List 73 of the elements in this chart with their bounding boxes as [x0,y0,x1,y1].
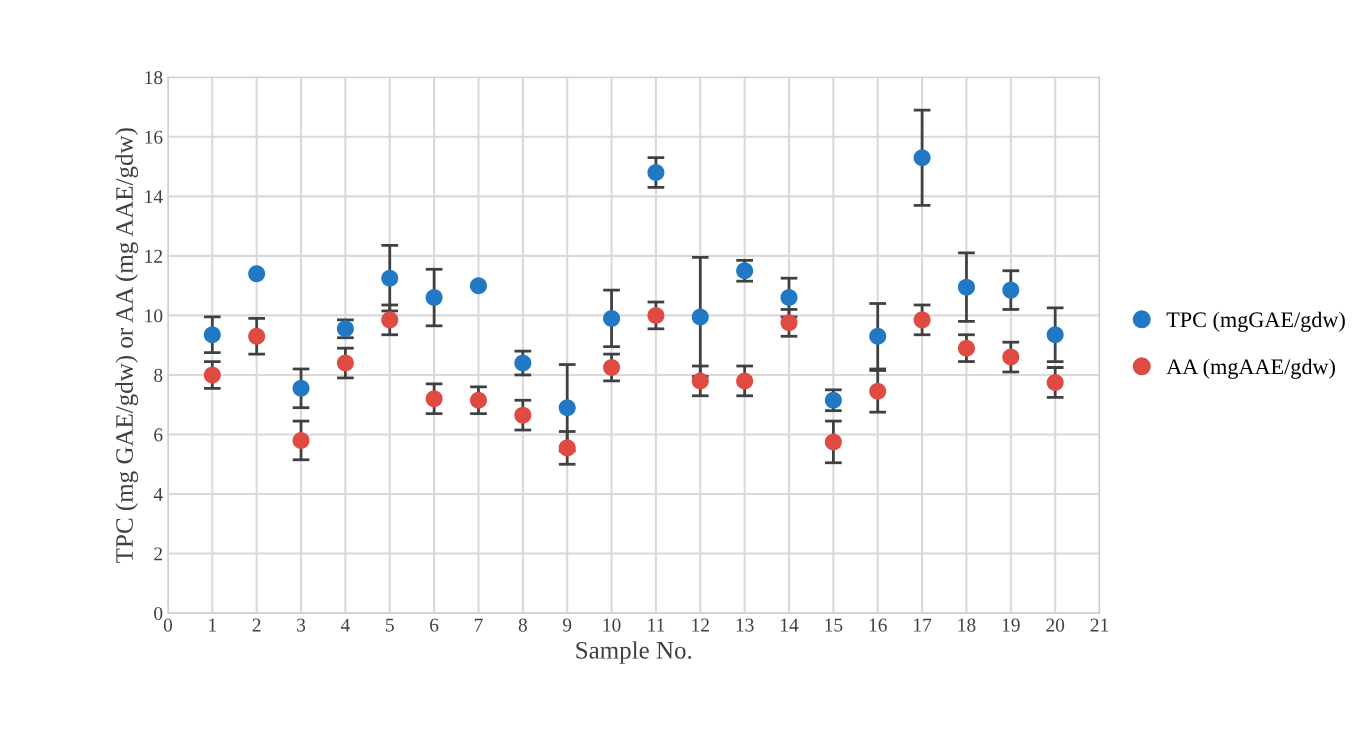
point [381,269,399,287]
x-tick-label: 4 [340,618,350,632]
y-tick-label: 2 [154,547,163,561]
point [603,309,621,327]
point [425,289,443,307]
legend-label: AA (mgAAE/gdw) [1166,358,1335,379]
point [780,289,798,307]
x-tick-label: 8 [518,618,527,632]
point [381,311,399,329]
point [469,277,487,295]
point [603,359,621,377]
x-tick-label: 0 [163,618,173,632]
x-tick-label: 14 [781,618,799,632]
y-tick-label: 10 [145,309,163,323]
point [691,308,709,326]
point [1046,373,1064,391]
point [1002,281,1020,299]
x-tick-label: 12 [692,618,709,632]
x-tick-label: 16 [869,618,887,632]
point [869,327,887,345]
point [248,327,266,345]
x-tick-label: 17 [914,618,932,632]
point [514,406,532,424]
y-tick-label: 6 [154,428,163,442]
point [780,314,798,332]
point [292,379,310,397]
x-tick-label: 20 [1046,618,1065,632]
x-tick-label: 2 [252,618,261,632]
x-tick-label: 6 [430,618,439,632]
y-tick-label: 16 [145,130,163,144]
y-tick-label: 4 [153,487,163,501]
point [913,149,931,167]
point [736,372,754,390]
y-tick-label: 12 [145,249,163,263]
point [647,306,665,324]
x-tick-label: 10 [603,618,621,632]
point [203,326,221,344]
x-tick-label: 13 [736,618,754,632]
point [691,372,709,390]
x-axis-title: Sample No. [576,641,692,664]
y-tick-label: 14 [145,190,163,204]
x-tick-label: 21 [1090,618,1109,632]
legend-label: TPC (mgGAE/gdw) [1166,311,1345,332]
point [869,382,887,400]
point [292,431,310,449]
point [957,339,975,357]
point [425,390,443,408]
x-tick-label: 5 [386,618,394,632]
x-tick-label: 1 [209,618,216,632]
y-tick-label: 0 [154,606,163,621]
point [336,354,354,372]
point [1002,348,1020,366]
point [824,433,842,451]
x-tick-label: 11 [648,618,665,632]
x-tick-label: 15 [825,618,843,632]
x-tick-label: 7 [474,618,483,632]
point [203,366,221,384]
y-tick-label: 18 [145,71,163,85]
point [647,164,665,182]
point [514,354,532,372]
point [913,311,931,329]
x-tick-label: 9 [562,618,572,632]
x-tick-label: 3 [297,618,306,632]
x-tick-label: 18 [958,618,976,632]
point [957,278,975,296]
point [248,265,266,283]
point [469,391,487,409]
point [1046,326,1064,344]
y-tick-label: 8 [154,368,163,382]
x-tick-label: 19 [1002,618,1020,632]
point [558,439,576,457]
y-axis-title: TPC (mg GAE/gdw) or AA (mg AAE/gdw) [115,128,139,563]
point [558,399,576,417]
